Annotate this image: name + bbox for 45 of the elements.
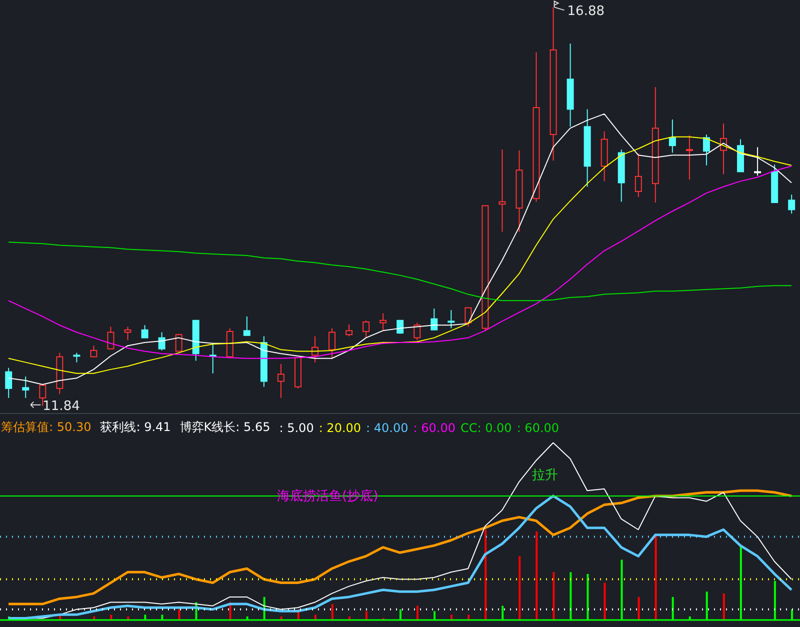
text: : 40.00 [366, 420, 408, 434]
candlestick [277, 363, 284, 398]
annotation: 拉升 [532, 467, 558, 484]
bar [450, 614, 453, 620]
text: 筹估算值: 50.30 [1, 419, 92, 436]
bar [604, 582, 606, 620]
candlestick [668, 118, 676, 154]
candlestick [532, 52, 540, 202]
bar [110, 614, 112, 620]
bar [331, 604, 334, 620]
text: : 60.00 [413, 420, 456, 434]
candlestick [600, 130, 608, 182]
bar [552, 572, 555, 620]
candlestick [498, 149, 506, 232]
candlestick [209, 344, 216, 374]
bar [654, 534, 657, 620]
bar [518, 556, 521, 620]
candlestick [516, 150, 523, 232]
bar [638, 596, 640, 620]
bar [484, 530, 487, 620]
bar [178, 609, 180, 620]
bar [416, 606, 419, 620]
candlestick [566, 43, 574, 128]
candlestick [550, 6, 557, 162]
candlestick [720, 122, 727, 175]
bar [722, 593, 725, 620]
annotation: 16.88 [567, 4, 605, 20]
text: 博弈K线长: 5.65 [180, 419, 270, 436]
candlestick [260, 336, 268, 388]
candlestick [634, 153, 642, 198]
candlestick [380, 312, 387, 330]
bar [365, 611, 368, 620]
annotation: 11.84 [42, 398, 80, 414]
candlestick [652, 86, 659, 204]
bar [468, 614, 470, 620]
text: : 60.00 [516, 420, 560, 434]
candlestick [22, 376, 30, 398]
text: 获利线: 9.41 [100, 419, 171, 436]
bar [314, 614, 316, 620]
text: : 5.00 [279, 420, 314, 434]
text: CC: 0.00 [460, 420, 512, 434]
candlestick [584, 108, 591, 188]
bar [536, 531, 538, 620]
text: : 20.00 [318, 420, 362, 434]
candlestick [686, 134, 693, 180]
